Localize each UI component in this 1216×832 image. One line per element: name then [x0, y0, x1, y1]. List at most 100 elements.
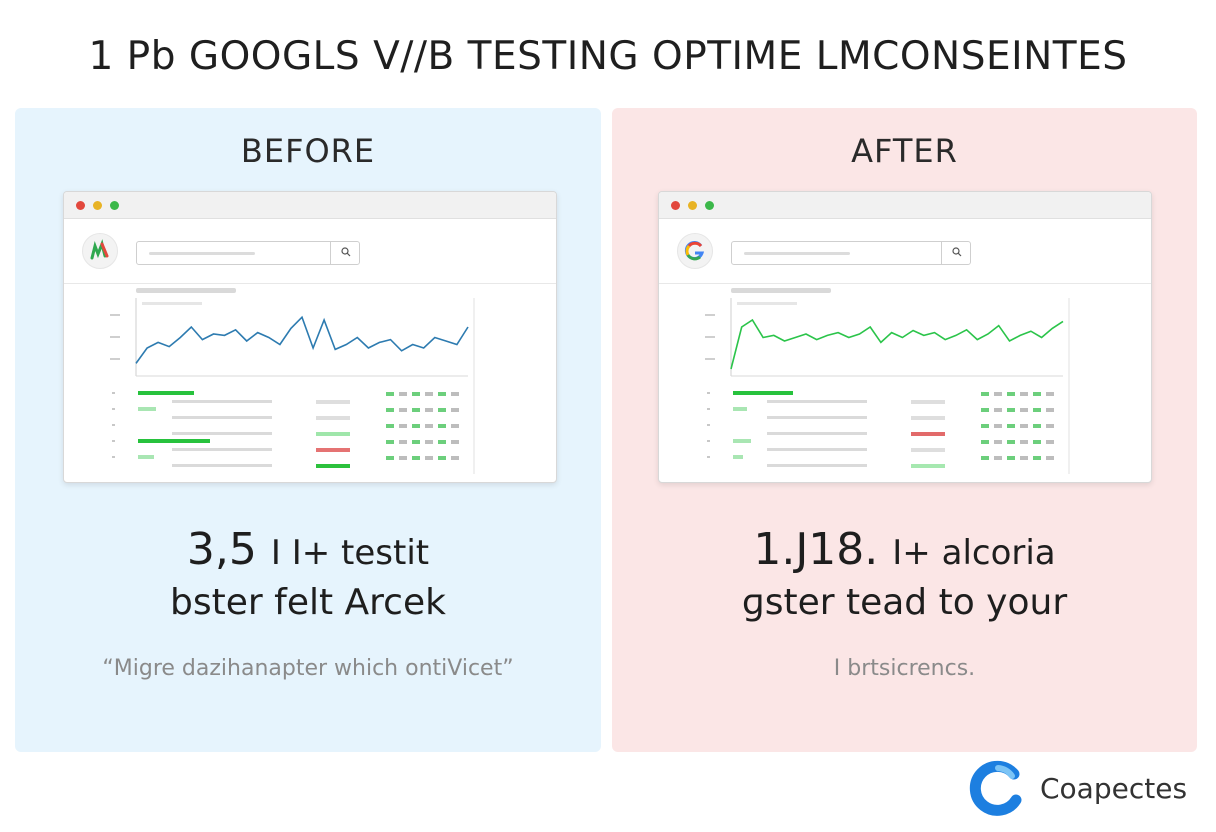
row-metric-bar: [911, 464, 945, 468]
row-stat-cell: [438, 440, 446, 444]
row-stat-cell: [981, 392, 989, 396]
y-tick-label: [705, 358, 715, 360]
after-stat-unit: I+ alcoria: [892, 533, 1056, 573]
before-heading: BEFORE: [240, 132, 376, 170]
magnifier-icon: [341, 247, 351, 257]
search-button[interactable]: [330, 241, 361, 265]
row-stat-cell: [1033, 440, 1041, 444]
row-stat-cell: [994, 408, 1002, 412]
row-index: [112, 392, 115, 394]
row-stat-cell: [412, 424, 420, 428]
row-stat-cell: [1046, 456, 1054, 460]
row-stat-cell: [425, 424, 433, 428]
row-stat-cell: [386, 456, 394, 460]
row-metric-bar: [316, 464, 350, 468]
row-metric-bar: [316, 400, 350, 404]
row-stat-cell: [399, 440, 407, 444]
trend-series-line: [730, 318, 1064, 370]
maximize-dot-icon: [705, 201, 714, 210]
row-primary-bar: [733, 439, 751, 443]
row-stat-cell: [981, 456, 989, 460]
row-label-placeholder: [767, 400, 867, 403]
analytics-logo-icon: [82, 233, 118, 269]
row-stat-cell: [1007, 424, 1015, 428]
before-stat-caption: bster felt Arcek: [170, 582, 446, 623]
row-stat-cell: [399, 408, 407, 412]
close-dot-icon: [76, 201, 85, 210]
brand-name: Coapectes: [1040, 772, 1188, 805]
row-stat-cell: [412, 456, 420, 460]
after-heading: AFTER: [851, 132, 958, 170]
row-stat-cell: [438, 456, 446, 460]
row-label-placeholder: [767, 464, 867, 467]
row-stat-cell: [438, 408, 446, 412]
row-metric-bar: [316, 432, 350, 436]
row-metric-bar: [316, 448, 350, 452]
row-stat-cell: [1007, 440, 1015, 444]
before-stat-number: 3,5: [186, 524, 257, 575]
row-stat-cell: [412, 408, 420, 412]
row-stat-cell: [399, 424, 407, 428]
row-stat-cell: [425, 456, 433, 460]
row-stat-cell: [1020, 392, 1028, 396]
row-primary-bar: [733, 455, 743, 459]
before-trend-chart: [110, 288, 475, 474]
chart-header-placeholder: [731, 288, 831, 293]
row-metric-bar: [911, 432, 945, 436]
row-primary-bar: [733, 407, 747, 411]
row-stat-cell: [1046, 440, 1054, 444]
brand-c-logo-icon: [969, 760, 1022, 816]
row-index: [112, 440, 115, 442]
row-stat-cell: [425, 440, 433, 444]
browser-toolbar: [659, 219, 1151, 284]
row-stat-cell: [425, 408, 433, 412]
row-stat-cell: [386, 440, 394, 444]
row-label-placeholder: [172, 448, 272, 451]
row-stat-cell: [412, 440, 420, 444]
row-stat-cell: [412, 392, 420, 396]
row-primary-bar: [138, 407, 156, 411]
row-index: [707, 392, 710, 394]
minimize-dot-icon: [93, 201, 102, 210]
row-stat-cell: [1046, 392, 1054, 396]
row-stat-cell: [1007, 408, 1015, 412]
after-panel: AFTER 1.J18. I+ alc: [612, 108, 1197, 752]
search-button[interactable]: [941, 241, 972, 265]
before-panel: BEFORE 3,5 I I+ testit bster felt Ar: [15, 108, 601, 752]
row-stat-cell: [399, 392, 407, 396]
row-stat-cell: [386, 392, 394, 396]
row-metric-bar: [911, 400, 945, 404]
search-input[interactable]: [731, 241, 971, 265]
row-stat-cell: [451, 408, 459, 412]
row-label-placeholder: [172, 464, 272, 467]
row-primary-bar: [138, 391, 194, 395]
row-primary-bar: [733, 391, 793, 395]
row-stat-cell: [1020, 456, 1028, 460]
browser-titlebar: [64, 192, 556, 219]
row-label-placeholder: [767, 448, 867, 451]
row-stat-cell: [1020, 440, 1028, 444]
after-browser-mockup: [658, 191, 1152, 483]
row-stat-cell: [451, 424, 459, 428]
row-stat-cell: [438, 392, 446, 396]
chart-subheader-placeholder: [142, 302, 202, 305]
row-index: [112, 456, 115, 458]
before-dashboard: [64, 284, 556, 482]
row-label-placeholder: [172, 432, 272, 435]
after-trend-chart: [705, 288, 1070, 474]
y-tick-label: [110, 358, 120, 360]
brand-footer: Coapectes: [968, 758, 1208, 818]
search-input[interactable]: [136, 241, 360, 265]
browser-titlebar: [659, 192, 1151, 219]
row-stat-cell: [1020, 408, 1028, 412]
row-stat-cell: [386, 424, 394, 428]
magnifier-icon: [952, 247, 962, 257]
row-primary-bar: [138, 455, 154, 459]
row-stat-cell: [1046, 424, 1054, 428]
row-stat-cell: [386, 408, 394, 412]
row-stat-cell: [451, 456, 459, 460]
maximize-dot-icon: [110, 201, 119, 210]
before-browser-mockup: [63, 191, 557, 483]
y-tick-label: [110, 314, 120, 316]
row-label-placeholder: [172, 400, 272, 403]
